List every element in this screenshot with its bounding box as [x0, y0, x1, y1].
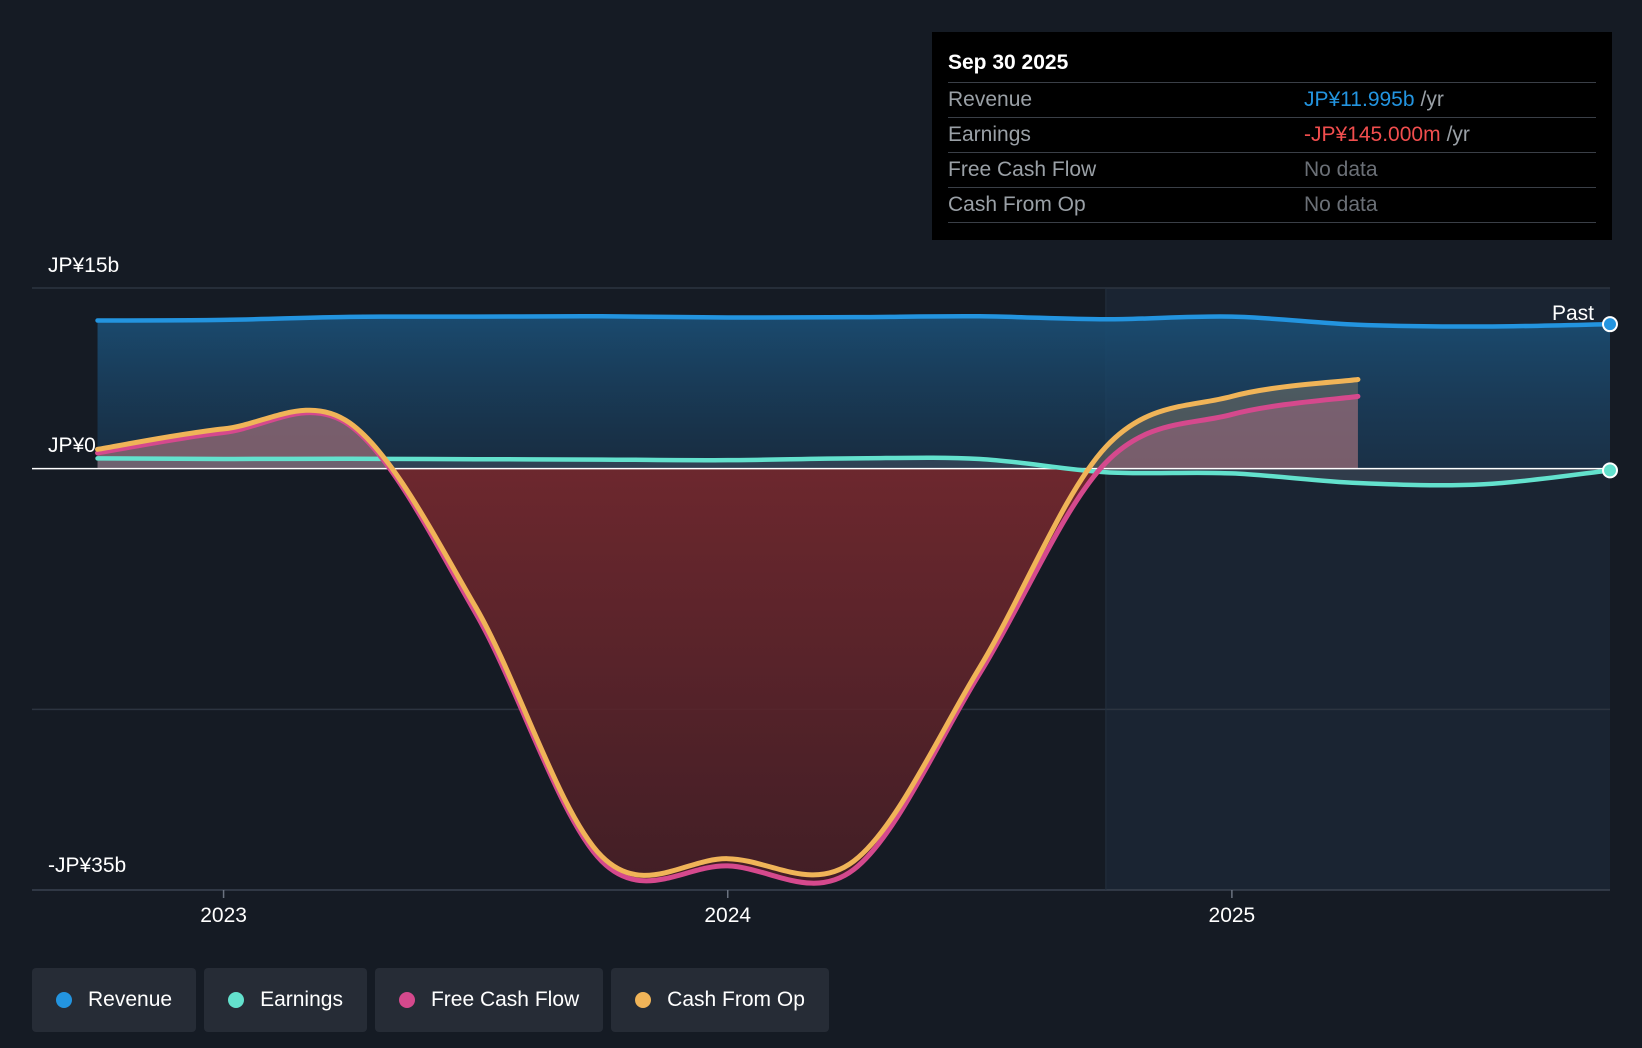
- tooltip-unit: /yr: [1420, 88, 1444, 111]
- tooltip-label: Revenue: [948, 88, 1033, 111]
- legend-dot-icon: [228, 992, 245, 1008]
- tooltip-date: Sep 30 2025: [948, 46, 1596, 83]
- legend-dot-icon: [398, 992, 415, 1008]
- free-cash-flow-positive-area: [97, 396, 1358, 469]
- tooltip-value: -JP¥145.000m: [1304, 123, 1441, 146]
- past-label: Past: [1552, 302, 1594, 325]
- legend-label: Earnings: [260, 988, 343, 1011]
- tooltip: Sep 30 2025 Revenue JP¥11.995b/yr Earnings…: [932, 32, 1612, 240]
- tooltip-unit: /yr: [1446, 123, 1470, 146]
- legend-item-free-cash-flow[interactable]: Free Cash Flow: [374, 968, 604, 1032]
- axis-labels: JP¥15b JP¥0 -JP¥35b Past: [48, 254, 1594, 877]
- x-tick-label: 2025: [1209, 904, 1256, 927]
- end-markers: [1602, 316, 1618, 479]
- earnings-area: [97, 457, 1611, 486]
- cash-from-op-line: [95, 377, 1361, 878]
- earnings-end-marker: [1602, 462, 1618, 479]
- tooltip-row: Free Cash Flow No data: [948, 153, 1596, 188]
- tooltip-row: Revenue JP¥11.995b/yr: [948, 83, 1596, 118]
- revenue-line: [95, 313, 1613, 329]
- tooltip-value: No data: [1304, 193, 1378, 216]
- x-tick-label: 2023: [200, 904, 247, 927]
- tooltip-value: JP¥11.995b: [1304, 88, 1415, 111]
- y-label-zero: JP¥0: [48, 434, 96, 457]
- legend-item-earnings[interactable]: Earnings: [204, 968, 367, 1032]
- x-axis: 2023 2024 2025: [200, 890, 1255, 927]
- free-cash-flow-negative-area: [389, 468, 1101, 884]
- revenue-area: [97, 316, 1611, 469]
- tooltip-label: Earnings: [948, 123, 1031, 146]
- legend-dot-icon: [635, 992, 652, 1008]
- legend-dot-icon: [56, 992, 72, 1008]
- tooltip-row: Earnings -JP¥145.000m/yr: [948, 118, 1596, 153]
- legend-item-cash-from-op[interactable]: Cash From Op: [611, 968, 829, 1032]
- series-areas: [97, 316, 1611, 884]
- y-label-top: JP¥15b: [48, 254, 119, 277]
- legend-label: Revenue: [88, 988, 173, 1011]
- x-tick-label: 2024: [704, 904, 751, 927]
- legend-label: Cash From Op: [667, 988, 805, 1011]
- revenue-end-marker: [1602, 316, 1618, 333]
- earnings-line: [95, 455, 1613, 488]
- tooltip-value: No data: [1304, 158, 1378, 181]
- series-lines: [95, 313, 1613, 886]
- tooltip-row: Cash From Op No data: [948, 188, 1596, 223]
- y-label-bottom: -JP¥35b: [48, 854, 126, 877]
- legend-label: Free Cash Flow: [430, 988, 580, 1011]
- tooltip-label: Free Cash Flow: [948, 158, 1097, 181]
- tooltip-label: Cash From Op: [948, 193, 1086, 216]
- legend: Revenue Earnings Free Cash Flow Cash From O…: [32, 968, 829, 1032]
- legend-item-revenue[interactable]: Revenue: [32, 968, 197, 1032]
